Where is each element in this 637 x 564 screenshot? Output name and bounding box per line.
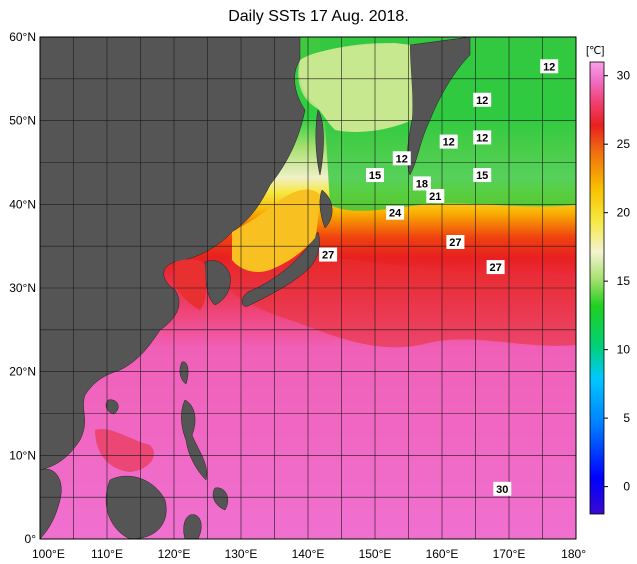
lon-tick-label: 170°E [493, 547, 526, 561]
lon-tick-label: 130°E [225, 547, 258, 561]
colorbar-tick-label: 10 [617, 343, 631, 357]
contour-label-text: 27 [449, 237, 461, 249]
map-title: Daily SSTs 17 Aug. 2018. [228, 8, 409, 25]
contour-label: 21 [426, 188, 445, 203]
contour-label: 15 [473, 168, 492, 183]
lat-tick-label: 20°N [9, 365, 36, 379]
warm-south-china-sea [95, 428, 154, 472]
contour-label-text: 30 [496, 484, 508, 496]
lon-tick-label: 140°E [292, 547, 325, 561]
contour-label-box [366, 168, 384, 183]
colorbar [589, 61, 605, 515]
contour-label-text: 12 [396, 153, 408, 165]
lon-tick-label: 110°E [91, 547, 123, 561]
sea-of-okhotsk [299, 43, 413, 132]
lat-tick-label: 0° [25, 532, 37, 546]
colorbar-tick-label: 25 [617, 137, 631, 151]
contour-label-box [319, 247, 338, 262]
lat-tick-label: 30°N [9, 281, 36, 295]
map-frame [39, 36, 577, 540]
lon-axis: 100°E 110°E 120°E 130°E 140°E 150°E 160°E 170°E… [32, 547, 586, 561]
contour-label-box [540, 59, 559, 74]
lat-tick-label: 60°N [9, 30, 36, 44]
land [40, 37, 471, 539]
contour-label: 12 [439, 134, 458, 149]
lon-tick-label: 100°E [32, 547, 65, 561]
contour-label-box [473, 130, 492, 145]
contour-label-text: 12 [476, 95, 488, 107]
contour-label-text: 27 [489, 262, 501, 274]
colorbar-tick-label: 15 [617, 274, 631, 288]
sea-of-japan [232, 189, 320, 272]
contour-label: 30 [493, 481, 512, 496]
lon-tick-label: 150°E [359, 547, 392, 561]
contour-label-text: 15 [369, 170, 381, 182]
contour-label-text: 21 [429, 191, 441, 203]
contour-label: 27 [486, 260, 505, 275]
warm-band [230, 250, 576, 348]
yellow-sea [175, 259, 206, 310]
contour-label-box [386, 205, 405, 220]
colorbar-tick-label: 20 [617, 206, 631, 220]
colorbar-unit: [℃] [586, 45, 605, 57]
contour-label: 18 [412, 176, 431, 191]
contour-label-text: 24 [389, 208, 402, 220]
contour-label: 15 [366, 168, 384, 183]
colorbar-tick-label: 5 [623, 411, 630, 425]
contour-label-box [473, 92, 492, 107]
contour-label-text: 12 [543, 61, 555, 73]
contour-label-text: 15 [476, 170, 488, 182]
contour-label: 12 [392, 151, 411, 166]
contour-label-text: 27 [322, 250, 334, 262]
contour-label: 24 [386, 205, 405, 220]
colorbar-tick-label: 0 [623, 480, 630, 494]
lat-tick-label: 50°N [9, 114, 36, 128]
colorbar-ticks: 0 5 10 15 20 25 30 [604, 69, 630, 494]
contour-label-text: 12 [443, 137, 455, 149]
contour-label: 12 [473, 92, 492, 107]
lat-tick-label: 40°N [9, 197, 36, 211]
contour-label-box [392, 151, 411, 166]
contour-label-box [473, 168, 492, 183]
contour-label-box [439, 134, 458, 149]
grid-lines [40, 37, 576, 539]
lon-tick-label: 120°E [158, 547, 191, 561]
contour-label: 27 [446, 234, 465, 249]
contour-label-box [426, 188, 445, 203]
contour-label-box [493, 481, 512, 496]
lon-tick-label: 160°E [426, 547, 459, 561]
colorbar-tick-label: 30 [617, 69, 631, 83]
contour-label-box [486, 260, 505, 275]
contour-label: 27 [319, 247, 338, 262]
contour-label-box [446, 234, 465, 249]
contour-label-text: 12 [476, 132, 488, 144]
lat-axis: 0° 10°N 20°N 30°N 40°N 50°N 60°N [9, 30, 36, 546]
contour-label-box [412, 176, 431, 191]
lat-tick-label: 10°N [9, 448, 36, 462]
contour-label: 12 [540, 59, 559, 74]
contour-label-text: 18 [416, 178, 428, 190]
lon-tick-label: 180° [561, 547, 586, 561]
contour-label: 12 [473, 130, 492, 145]
